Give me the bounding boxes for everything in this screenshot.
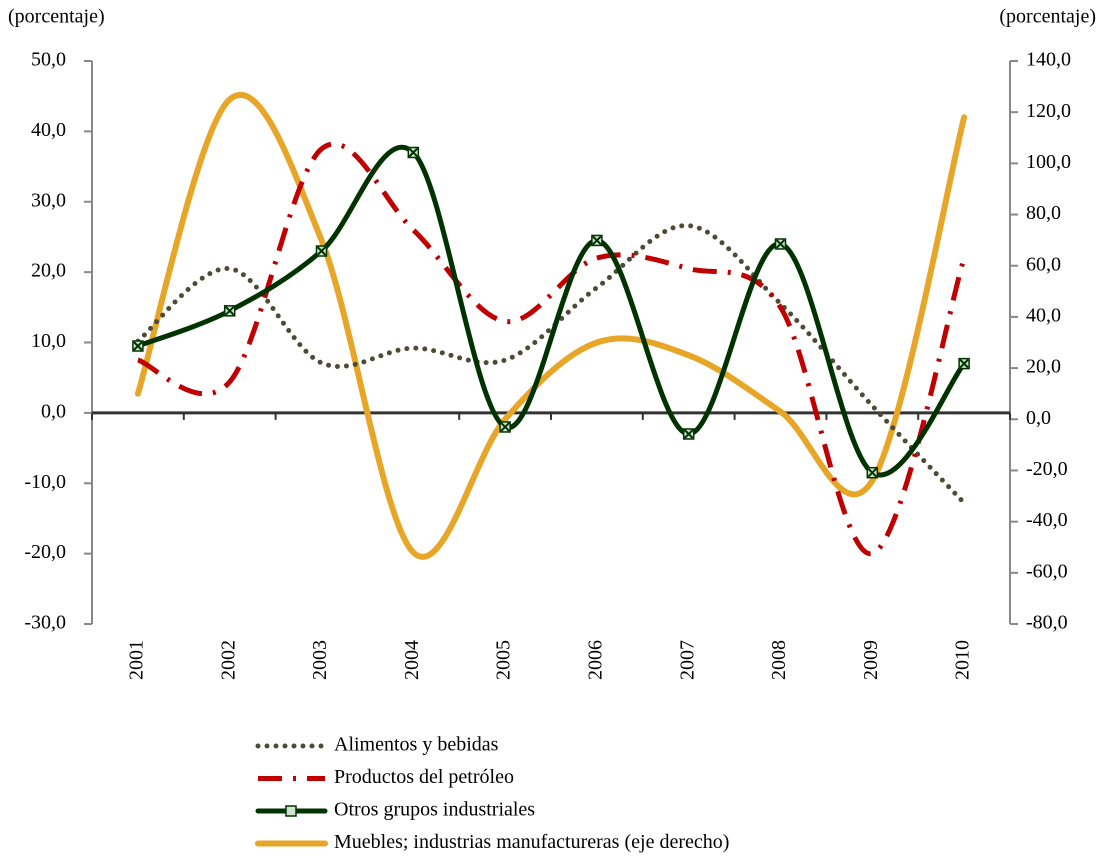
legend-label: Muebles; industrias manufactureras (eje …: [334, 831, 729, 853]
legend-label: Alimentos y bebidas: [334, 734, 499, 756]
x-tick-label: 2007: [676, 640, 698, 680]
marker-cross: [133, 341, 143, 351]
series-marker: [866, 466, 879, 479]
marker-cross: [592, 235, 602, 246]
y2-tick-label: -80,0: [1026, 612, 1068, 634]
y2-tick-label: -20,0: [1026, 458, 1068, 480]
y2-tick-label: 80,0: [1026, 202, 1061, 224]
y2-tick-label: 40,0: [1026, 305, 1061, 327]
x-tick-label: 2008: [768, 640, 790, 680]
series-marker: [774, 238, 787, 250]
y2-tick-label: 140,0: [1026, 49, 1071, 71]
x-tick-label: 2002: [217, 640, 239, 680]
x-tick-label: 2003: [309, 640, 331, 680]
series-line: [135, 223, 967, 506]
x-tick-label: 2005: [493, 640, 515, 680]
legend-label: Otros grupos industriales: [334, 799, 535, 821]
marker-cross: [867, 467, 878, 478]
marker-cross: [959, 358, 969, 369]
marker-cross: [775, 239, 786, 249]
series-marker: [499, 421, 511, 433]
y2-axis-title: (porcentaje): [999, 6, 1096, 28]
legend-marker: [285, 805, 297, 817]
y-tick-label: 0,0: [41, 400, 66, 422]
y-axis-title: (porcentaje): [8, 6, 105, 28]
y-tick-label: 10,0: [31, 330, 66, 352]
x-tick-label: 2001: [125, 640, 147, 680]
marker-cross: [408, 147, 419, 158]
x-tick-label: 2004: [401, 640, 423, 680]
series-marker: [132, 340, 144, 352]
series-marker: [223, 305, 236, 317]
series-marker: [407, 146, 420, 159]
y-tick-label: 30,0: [31, 189, 66, 211]
y-tick-label: 40,0: [31, 119, 66, 141]
x-tick-label: 2009: [860, 640, 882, 680]
y-tick-label: 50,0: [31, 49, 66, 71]
series-marker: [958, 357, 970, 370]
y-tick-label: -30,0: [24, 612, 66, 634]
y2-tick-label: 60,0: [1026, 253, 1061, 275]
series-line: [134, 92, 968, 560]
marker-cross: [224, 306, 235, 316]
marker-cross: [500, 422, 510, 432]
y2-tick-label: 0,0: [1026, 407, 1051, 429]
y2-tick-label: -60,0: [1026, 560, 1068, 582]
y2-tick-label: 20,0: [1026, 356, 1061, 378]
x-tick-label: 2010: [952, 640, 974, 680]
series-marker: [591, 234, 603, 247]
y-tick-label: -20,0: [24, 541, 66, 563]
y2-tick-label: -40,0: [1026, 509, 1068, 531]
y-tick-label: 20,0: [31, 260, 66, 282]
y-tick-label: -10,0: [24, 471, 66, 493]
series-marker: [682, 428, 695, 440]
legend-label: Productos del petróleo: [334, 766, 514, 788]
series-line: [136, 141, 967, 557]
y2-tick-label: 100,0: [1026, 151, 1071, 173]
marker-cross: [316, 246, 327, 256]
marker-cross: [683, 429, 694, 439]
series-marker: [315, 245, 328, 257]
x-tick-label: 2006: [584, 640, 606, 680]
y2-tick-label: 120,0: [1026, 100, 1071, 122]
